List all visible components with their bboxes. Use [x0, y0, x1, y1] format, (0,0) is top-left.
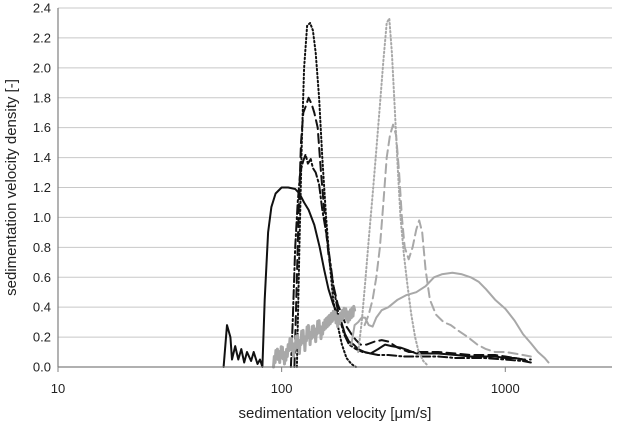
x-tick-label-0: 10	[51, 381, 65, 396]
y-tick-label-3: 0.6	[33, 270, 51, 285]
series-line-gray-dashed	[363, 123, 532, 358]
series-line-gray-dotted	[357, 17, 429, 367]
y-tick-label-2: 0.4	[33, 300, 51, 315]
x-axis-title: sedimentation velocity [μm/s]	[239, 405, 432, 422]
x-tick-labels: 10 100 1000	[51, 381, 520, 396]
series-line-black-dashdot	[289, 153, 532, 368]
y-tick-label-5: 1.0	[33, 210, 51, 225]
y-tick-label-8: 1.6	[33, 120, 51, 135]
y-axis-title: sedimentation velocity density [-]	[3, 79, 20, 296]
y-tick-label-6: 1.2	[33, 180, 51, 195]
x-tick-label-1: 100	[271, 381, 293, 396]
series-line-gray-noisy	[272, 304, 357, 369]
series-line-black-solid	[222, 186, 528, 368]
y-tick-label-4: 0.8	[33, 240, 51, 255]
series-line-gray-solid	[350, 271, 550, 364]
y-tick-labels: 0.0 0.2 0.4 0.6 0.8 1.0 1.2 1.4 1.6 1.8 2.0 2.2 2.4	[33, 1, 51, 375]
series-layer	[222, 17, 550, 369]
y-tick-label-0: 0.0	[33, 360, 51, 375]
series-line-black-dashed	[293, 96, 532, 368]
axes	[57, 8, 612, 372]
y-tick-label-12: 2.4	[33, 1, 51, 16]
y-tick-label-9: 1.8	[33, 90, 51, 105]
x-tick-label-2: 1000	[491, 381, 520, 396]
y-tick-label-7: 1.4	[33, 150, 51, 165]
y-tick-label-1: 0.2	[33, 330, 51, 345]
series-line-black-dotted	[295, 22, 357, 368]
y-tick-label-10: 2.0	[33, 60, 51, 75]
y-tick-label-11: 2.2	[33, 30, 51, 45]
